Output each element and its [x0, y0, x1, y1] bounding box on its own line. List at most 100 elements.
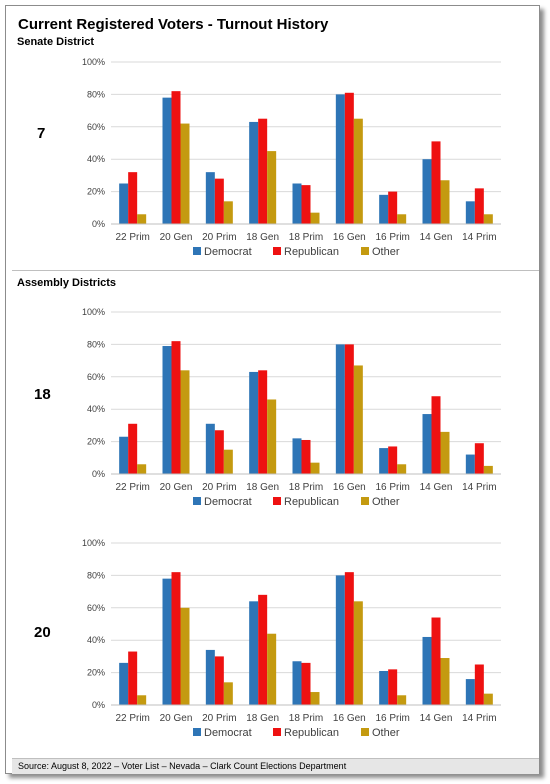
x-tick-label: 20 Prim — [202, 713, 236, 724]
x-tick-label: 20 Gen — [160, 713, 193, 724]
bar-democrat — [422, 636, 432, 705]
legend-swatch-other — [361, 497, 369, 505]
legend-label: Other — [372, 727, 400, 739]
bar-republican — [431, 617, 441, 705]
x-tick-label: 16 Gen — [333, 713, 366, 724]
bar-other — [353, 365, 363, 474]
bar-other — [397, 464, 407, 474]
bar-democrat — [465, 679, 475, 705]
x-tick-label: 18 Prim — [289, 482, 323, 493]
bar-democrat — [292, 661, 302, 705]
legend-swatch-other — [361, 728, 369, 736]
bar-other — [310, 692, 320, 705]
x-tick-label: 22 Prim — [115, 482, 149, 493]
bar-democrat — [205, 172, 215, 224]
report-panel: Current Registered Voters - Turnout Hist… — [5, 5, 540, 774]
bar-republican — [344, 92, 354, 224]
bar-republican — [258, 594, 268, 705]
bar-republican — [301, 662, 311, 705]
bar-republican — [171, 341, 181, 474]
x-tick-label: 14 Gen — [420, 713, 453, 724]
bar-republican — [128, 423, 138, 474]
bar-other — [180, 123, 190, 224]
legend-swatch-democrat — [193, 728, 201, 736]
bar-democrat — [379, 448, 389, 474]
bar-republican — [214, 430, 224, 474]
bar-democrat — [119, 436, 129, 474]
bar-other — [483, 465, 493, 474]
bar-republican — [301, 185, 311, 224]
bar-democrat — [465, 201, 475, 224]
legend-label: Other — [372, 246, 400, 258]
bar-republican — [301, 439, 311, 474]
x-tick-label: 18 Prim — [289, 232, 323, 243]
legend-swatch-democrat — [193, 497, 201, 505]
bar-democrat — [422, 159, 432, 224]
bar-republican — [171, 572, 181, 705]
bar-republican — [431, 396, 441, 474]
assembly-district-18-number: 18 — [34, 386, 51, 403]
footer-bar: Source: August 8, 2022 – Voter List – Ne… — [12, 758, 539, 774]
bar-democrat — [249, 601, 259, 705]
x-tick-label: 14 Gen — [420, 482, 453, 493]
bar-democrat — [335, 344, 345, 474]
bar-other — [440, 658, 450, 705]
bar-democrat — [162, 346, 172, 474]
bar-other — [137, 214, 147, 224]
bar-other — [180, 607, 190, 705]
y-tick-label: 60% — [87, 122, 105, 132]
bar-other — [483, 693, 493, 705]
bar-republican — [344, 572, 354, 705]
y-tick-label: 40% — [87, 404, 105, 414]
page-title: Current Registered Voters - Turnout Hist… — [18, 16, 329, 33]
senate-district-number: 7 — [37, 125, 46, 142]
bar-other — [267, 151, 277, 224]
y-tick-label: 60% — [87, 372, 105, 382]
bar-democrat — [249, 371, 259, 474]
x-tick-label: 18 Gen — [246, 232, 279, 243]
y-tick-label: 0% — [92, 700, 105, 710]
bar-republican — [388, 446, 398, 474]
x-tick-label: 20 Gen — [160, 482, 193, 493]
legend-swatch-democrat — [193, 247, 201, 255]
bar-republican — [388, 669, 398, 705]
y-tick-label: 60% — [87, 603, 105, 613]
legend-label: Republican — [284, 246, 339, 258]
bar-other — [137, 695, 147, 705]
bar-republican — [258, 118, 268, 224]
bar-republican — [388, 191, 398, 224]
x-tick-label: 20 Prim — [202, 482, 236, 493]
bar-democrat — [162, 578, 172, 705]
bar-democrat — [292, 183, 302, 224]
bar-other — [223, 201, 233, 224]
assembly-20-turnout-chart: 0% 20% 40% 60% 80% 100% 22 Prim 20 Gen 20 Prim 18… — [82, 538, 501, 739]
legend-swatch-republican — [273, 728, 281, 736]
legend-label: Republican — [284, 727, 339, 739]
x-tick-label: 16 Prim — [375, 713, 409, 724]
x-tick-label: 14 Prim — [462, 713, 496, 724]
legend-swatch-other — [361, 247, 369, 255]
bar-other — [483, 214, 493, 224]
y-tick-label: 80% — [87, 89, 105, 99]
bar-other — [440, 431, 450, 474]
bar-republican — [474, 188, 484, 224]
y-tick-label: 100% — [82, 57, 105, 67]
y-tick-label: 20% — [87, 187, 105, 197]
y-tick-label: 0% — [92, 469, 105, 479]
x-tick-label: 18 Gen — [246, 713, 279, 724]
y-tick-label: 100% — [82, 538, 105, 548]
bar-other — [310, 212, 320, 224]
bar-democrat — [119, 662, 129, 705]
bar-republican — [474, 664, 484, 705]
legend-swatch-republican — [273, 247, 281, 255]
x-tick-label: 22 Prim — [115, 232, 149, 243]
bar-other — [223, 449, 233, 474]
bar-republican — [128, 651, 138, 705]
assembly-18-turnout-chart: 0% 20% 40% 60% 80% 100% 22 Prim 20 Gen 20 Prim 18… — [82, 307, 501, 508]
bar-other — [440, 180, 450, 224]
bar-democrat — [465, 454, 475, 474]
bar-republican — [214, 656, 224, 705]
bar-republican — [431, 141, 441, 224]
legend-label: Democrat — [204, 246, 252, 258]
x-tick-label: 16 Prim — [375, 232, 409, 243]
